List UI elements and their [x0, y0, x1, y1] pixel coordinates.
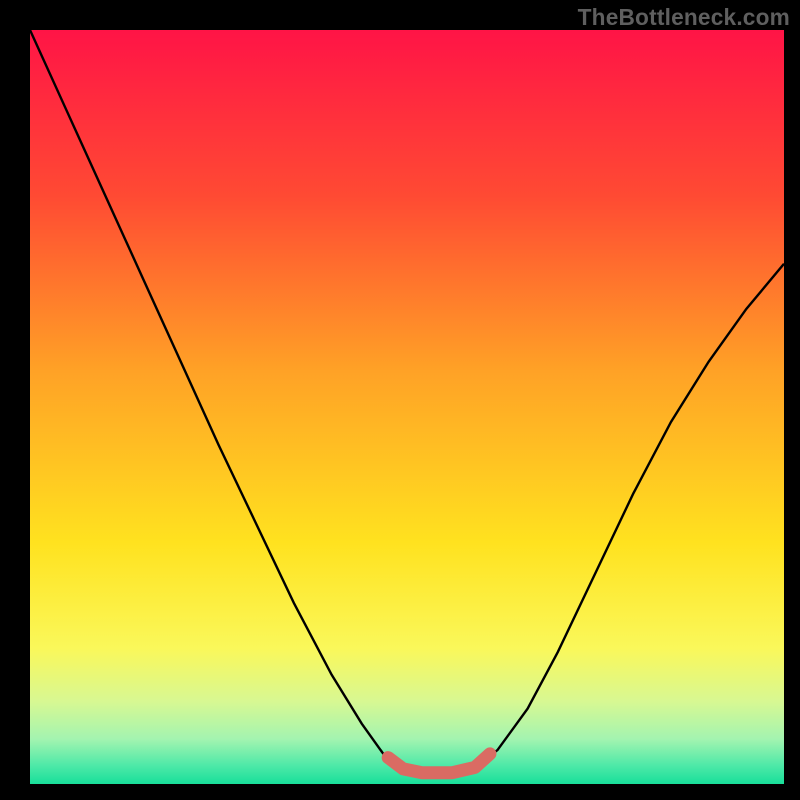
- gradient-background: [30, 30, 784, 784]
- chart-frame: TheBottleneck.com: [0, 0, 800, 800]
- watermark-text: TheBottleneck.com: [578, 4, 790, 31]
- plot-area: [30, 30, 784, 784]
